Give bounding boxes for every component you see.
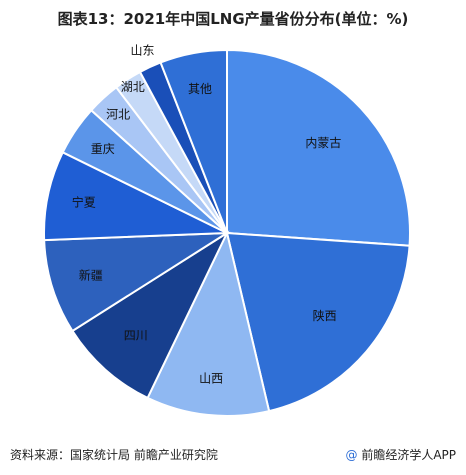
brand-name: 前瞻经济学人APP [361, 448, 456, 462]
brand-logo-icon: @ [345, 448, 358, 462]
brand-footer: @ 前瞻经济学人APP [345, 446, 456, 463]
slice-label-7: 河北 [106, 107, 130, 121]
pie-slice-1 [225, 231, 411, 413]
source-note: 资料来源：国家统计局 前瞻产业研究院 [10, 448, 218, 462]
slice-label-3: 四川 [124, 329, 148, 343]
pie-slices [43, 48, 411, 417]
slice-label-4: 新疆 [79, 267, 103, 282]
slice-label-6: 重庆 [91, 142, 115, 156]
pie-slice-4 [43, 231, 231, 333]
slice-label-2: 山西 [199, 372, 223, 386]
pie-slice-2 [146, 230, 271, 417]
slice-label-10: 其他 [188, 82, 212, 96]
slice-label-5: 宁夏 [72, 195, 96, 210]
slice-label-8: 湖北 [121, 79, 145, 94]
pie-slice-3 [71, 230, 230, 400]
chart-title: 图表13：2021年中国LNG产量省份分布(单位：%) [57, 10, 409, 28]
slice-label-1: 陕西 [313, 308, 337, 323]
slice-label-0: 内蒙古 [305, 135, 341, 150]
pie-slice-5 [43, 150, 228, 242]
slice-label-9: 山东 [130, 43, 154, 57]
pie-slice-10 [159, 48, 228, 234]
pie-slice-0 [226, 48, 411, 247]
